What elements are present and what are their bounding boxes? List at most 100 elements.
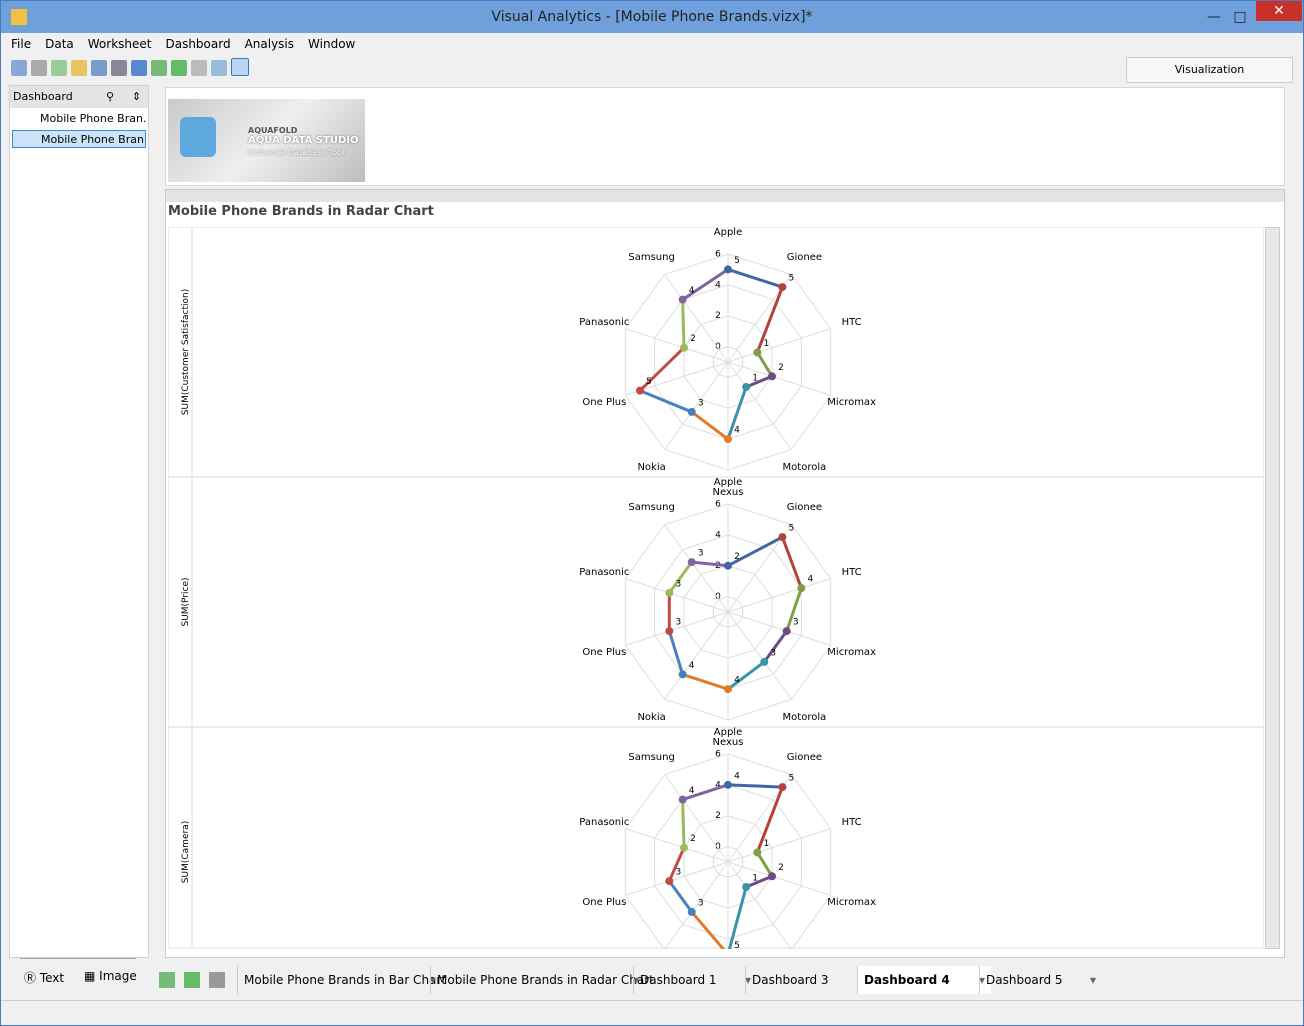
undo-button[interactable] (11, 60, 27, 76)
category-label: Panasonic (579, 817, 629, 828)
tab-menu[interactable]: ▾ (1089, 973, 1096, 987)
add-sheet-tab[interactable] (159, 972, 175, 988)
menu-item[interactable]: File (11, 37, 32, 51)
save-button[interactable] (91, 60, 107, 76)
category-label: HTC (842, 817, 862, 828)
tab-menu[interactable]: ▾ (744, 973, 751, 987)
radar-point (687, 407, 696, 416)
value-label: 5 (789, 274, 795, 284)
value-label: 4 (689, 661, 695, 671)
sheet-tab[interactable]: Mobile Phone Brands in Bar Chart ▾ (237, 966, 446, 994)
text-tool[interactable]: Ⓡ Text (24, 971, 65, 985)
sheet-tab[interactable]: Dashboard 1 ▾ (633, 966, 757, 994)
radar-segment (755, 286, 784, 354)
menu-item[interactable]: Dashboard (165, 37, 231, 51)
menu-item[interactable]: Analysis (244, 37, 295, 51)
radar-segment (668, 880, 693, 913)
menu-item[interactable]: Window (308, 37, 356, 51)
radar-point (778, 783, 787, 792)
grid-ring (624, 753, 832, 949)
value-label: 1 (752, 373, 758, 383)
tab-label: Dashboard 1 (640, 973, 717, 987)
radar-point (687, 558, 696, 567)
value-label: 3 (675, 579, 681, 589)
category-label: Gionee (787, 252, 822, 263)
sidebar-item[interactable]: Mobile Phone Bran... (40, 112, 146, 125)
r-tick-label: 2 (715, 311, 721, 321)
tab-label: Dashboard 5 (986, 973, 1063, 987)
sheet-tab[interactable]: Dashboard 4 ▾ (857, 966, 991, 994)
radar-segment (690, 910, 726, 949)
radar-segment (681, 799, 686, 848)
radar-point (724, 780, 732, 789)
sidebar-item[interactable]: Mobile Phone Bran... (12, 130, 146, 148)
list-tabs[interactable] (209, 972, 225, 988)
tab-menu[interactable]: ▾ (978, 973, 985, 987)
radar-segment (756, 351, 774, 378)
layout-button[interactable] (231, 58, 249, 76)
value-label: 3 (698, 898, 704, 908)
add-dashboard-tab[interactable] (184, 972, 200, 988)
value-label: 2 (690, 334, 696, 344)
radar-point (742, 882, 751, 891)
add-sheet-button[interactable] (151, 60, 167, 76)
select-button[interactable] (211, 60, 227, 76)
window-title: Visual Analytics - [Mobile Phone Brands.… (491, 9, 813, 25)
spoke (727, 361, 831, 396)
radar-charts: SUM(Customer Satisfaction) 0 2 4 6 Apple Gione… (168, 227, 1264, 949)
value-label: 2 (778, 363, 784, 373)
category-label: Nexus (713, 737, 744, 748)
category-label: Motorola (783, 462, 827, 473)
category-label: One Plus (582, 397, 626, 408)
tab-label: Mobile Phone Brands in Bar Chart (244, 973, 447, 987)
sheet-tab[interactable]: Dashboard 3▾ (745, 966, 869, 994)
radar-point (742, 382, 751, 391)
maximize-button[interactable]: □ (1233, 9, 1247, 25)
category-label: One Plus (582, 647, 626, 658)
tab-menu[interactable]: ▾ (429, 973, 436, 987)
menu-item[interactable]: Worksheet (87, 37, 152, 51)
visualization-tab[interactable]: Visualization (1126, 57, 1293, 83)
radar-point (678, 295, 687, 304)
redo-button[interactable] (31, 60, 47, 76)
new-button[interactable] (51, 60, 67, 76)
image-tool[interactable]: ▦ Image (84, 969, 137, 983)
scrollbar[interactable] (1265, 227, 1280, 949)
search-icon[interactable]: ⚲ (106, 90, 115, 103)
value-label: 4 (734, 771, 740, 781)
radar-point (665, 877, 674, 886)
category-label: Samsung (628, 252, 674, 263)
category-label: HTC (842, 567, 862, 578)
open-button[interactable] (71, 60, 87, 76)
brush-button[interactable] (111, 60, 127, 76)
divider (20, 958, 136, 959)
chart-button[interactable] (191, 60, 207, 76)
tab-label: Mobile Phone Brands in Radar Chart (437, 973, 654, 987)
radar-point (778, 533, 787, 542)
y-axis-title: SUM(Customer Satisfaction) (181, 289, 191, 415)
sheet-tab[interactable]: Mobile Phone Brands in Radar Chart ▾ (430, 966, 654, 994)
radar-point (760, 657, 769, 666)
radar-segment (727, 660, 766, 691)
spoke (727, 861, 792, 949)
tab-menu[interactable]: ▾ (632, 973, 639, 987)
sort-icon[interactable]: ⇕ (132, 90, 142, 103)
sidebar-header: Dashboard ⚲ ⇕ (10, 86, 148, 108)
sheet-tab[interactable]: Dashboard 5 ▾ (979, 966, 1102, 994)
value-label: 4 (689, 286, 695, 296)
radar-point (665, 588, 674, 597)
radar-point (753, 348, 762, 357)
spoke (625, 578, 729, 613)
close-button[interactable]: ✕ (1256, 1, 1302, 21)
add-dashboard-button[interactable] (171, 60, 187, 76)
r-tick-label: 0 (715, 842, 721, 852)
category-label: Micromax (827, 397, 876, 408)
radar-segment (727, 535, 784, 568)
menu-item[interactable]: Data (45, 37, 74, 51)
refresh-button[interactable] (131, 60, 147, 76)
minimize-button[interactable]: — (1207, 9, 1221, 25)
value-label: 5 (734, 256, 740, 266)
chart-frame (168, 227, 1264, 949)
tab-label: Dashboard 3 (752, 973, 829, 987)
